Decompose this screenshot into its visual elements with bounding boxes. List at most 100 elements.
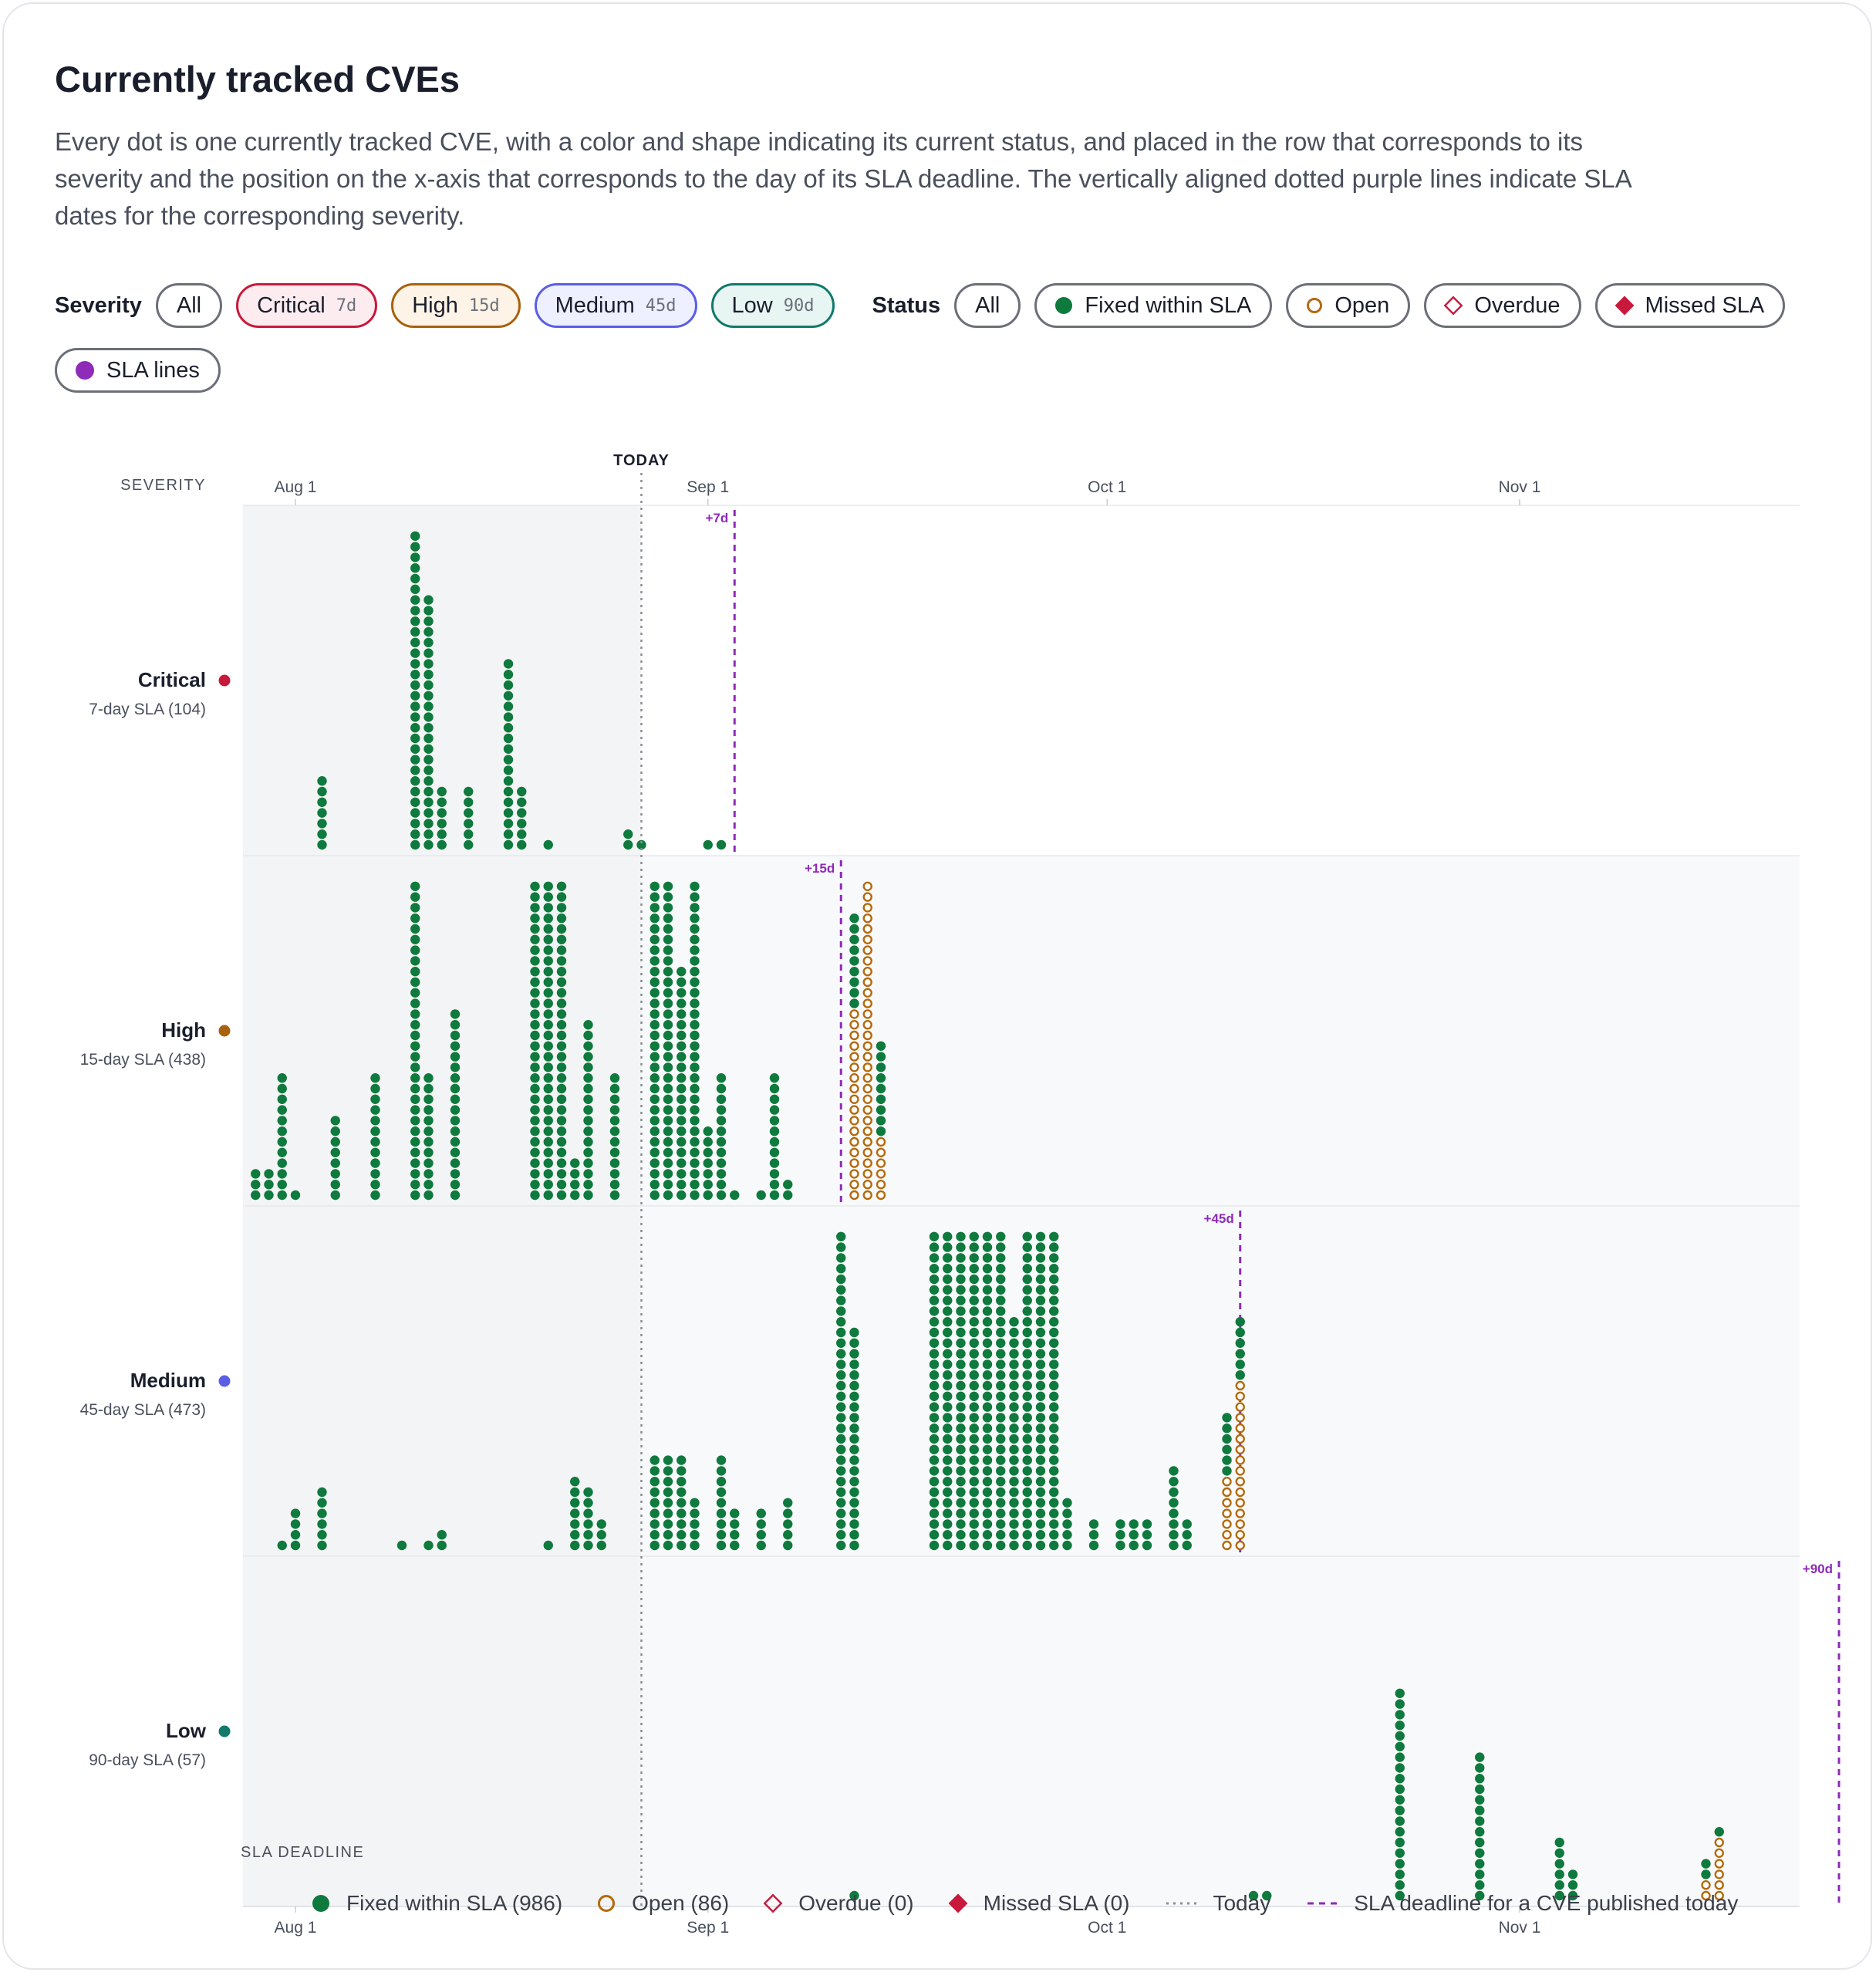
fixed-cve-dot: [982, 1498, 993, 1508]
open-cve-dot: [862, 1030, 872, 1041]
fixed-cve-dot: [1554, 1880, 1564, 1890]
fixed-cve-dot: [730, 1519, 740, 1529]
fixed-cve-dot: [437, 1540, 447, 1551]
sla-dot-icon: [76, 361, 94, 380]
fixed-cve-dot: [1567, 1890, 1578, 1901]
fixed-cve-dot: [410, 967, 420, 977]
fixed-cve-dot: [663, 998, 673, 1008]
fixed-cve-dot: [650, 1020, 660, 1030]
fixed-cve-dot: [583, 1052, 593, 1062]
fixed-cve-dot: [1235, 1317, 1245, 1327]
fixed-cve-dot: [1049, 1540, 1059, 1551]
fixed-cve-dot: [1009, 1434, 1019, 1444]
fixed-cve-dot: [1062, 1540, 1072, 1551]
fixed-cve-dot: [1049, 1498, 1059, 1508]
fixed-cve-dot: [956, 1370, 966, 1380]
fixed-cve-dot: [876, 1062, 886, 1072]
fixed-cve-dot: [849, 1519, 859, 1529]
open-cve-dot: [849, 1062, 859, 1072]
fixed-cve-dot: [410, 1169, 420, 1179]
status-overdue-pill[interactable]: Overdue: [1424, 283, 1581, 328]
fixed-cve-dot: [410, 637, 420, 647]
fixed-cve-dot: [1049, 1508, 1059, 1518]
fixed-cve-dot: [543, 1180, 553, 1190]
tick-label-top: Nov 1: [1499, 478, 1541, 496]
fixed-cve-dot: [1182, 1540, 1192, 1551]
fixed-cve-dot: [370, 1126, 380, 1136]
fixed-cve-dot: [1115, 1519, 1125, 1529]
fixed-cve-dot: [716, 1083, 727, 1094]
status-all-pill[interactable]: All: [954, 283, 1021, 328]
fixed-cve-dot: [1129, 1530, 1139, 1540]
fixed-cve-dot: [996, 1466, 1006, 1476]
fixed-cve-dot: [410, 733, 420, 744]
fixed-cve-dot: [929, 1402, 940, 1412]
fixed-cve-dot: [556, 1180, 567, 1190]
fixed-cve-dot: [530, 1147, 540, 1157]
fixed-cve-dot: [410, 903, 420, 913]
severity-critical-pill[interactable]: Critical 7d: [236, 283, 378, 328]
fixed-cve-dot: [1049, 1317, 1059, 1327]
row-sublabel: 90-day SLA (57): [89, 1751, 206, 1769]
fixed-cve-dot: [969, 1380, 979, 1391]
fixed-cve-dot: [410, 881, 420, 891]
status-open-pill[interactable]: Open: [1286, 283, 1411, 328]
fixed-cve-dot: [982, 1466, 993, 1476]
fixed-cve-dot: [290, 1530, 301, 1540]
fixed-cve-dot: [982, 1242, 993, 1252]
fixed-cve-dot: [423, 765, 434, 775]
status-fixed-label: Fixed within SLA: [1085, 292, 1252, 318]
open-cve-dot: [862, 1052, 872, 1062]
fixed-cve-dot: [410, 1062, 420, 1072]
fixed-cve-dot: [503, 712, 514, 722]
open-cve-dot: [849, 1158, 859, 1168]
fixed-cve-dot: [982, 1508, 993, 1518]
fixed-cve-dot: [876, 1041, 886, 1051]
fixed-cve-dot: [370, 1116, 380, 1126]
status-missed-pill[interactable]: Missed SLA: [1594, 283, 1786, 328]
fixed-cve-dot: [543, 1083, 553, 1094]
fixed-cve-dot: [663, 1466, 673, 1476]
fixed-cve-dot: [1475, 1848, 1485, 1858]
severity-high-pill[interactable]: High 15d: [391, 283, 521, 328]
fixed-cve-dot: [543, 1020, 553, 1030]
fixed-cve-dot: [956, 1359, 966, 1369]
sla-lines-label: SLA lines: [106, 357, 200, 383]
fixed-cve-dot: [1035, 1359, 1046, 1369]
severity-medium-pill[interactable]: Medium 45d: [534, 283, 697, 328]
fixed-cve-dot: [317, 1540, 327, 1551]
fixed-cve-dot: [849, 956, 859, 966]
fixed-cve-dot: [929, 1487, 940, 1498]
fixed-cve-dot: [410, 1083, 420, 1094]
fixed-cve-dot: [650, 1519, 660, 1529]
fixed-cve-dot: [330, 1136, 340, 1147]
status-fixed-pill[interactable]: Fixed within SLA: [1034, 283, 1273, 328]
fixed-cve-dot: [969, 1285, 979, 1295]
fixed-cve-dot: [410, 531, 420, 541]
fixed-cve-dot: [969, 1327, 979, 1338]
fixed-cve-dot: [716, 1136, 727, 1147]
fixed-cve-dot: [1395, 1837, 1405, 1848]
fixed-cve-dot: [849, 934, 859, 944]
fixed-cve-dot: [982, 1264, 993, 1274]
fixed-cve-dot: [450, 1136, 461, 1147]
fixed-cve-dot: [703, 1147, 713, 1157]
fixed-cve-dot: [663, 1169, 673, 1179]
fixed-cve-dot: [396, 1540, 407, 1551]
fixed-cve-dot: [929, 1466, 940, 1476]
severity-all-pill[interactable]: All: [155, 283, 223, 328]
tick-label-bottom: Sep 1: [687, 1919, 729, 1937]
fixed-cve-dot: [849, 1359, 859, 1369]
fixed-cve-dot: [677, 1530, 687, 1540]
fixed-cve-dot: [1395, 1869, 1405, 1879]
tick-label-bottom: Aug 1: [275, 1919, 317, 1937]
fixed-cve-dot: [849, 1508, 859, 1518]
fixed-cve-dot: [690, 1105, 700, 1115]
fixed-cve-dot: [1049, 1359, 1059, 1369]
severity-low-pill[interactable]: Low 90d: [710, 283, 835, 328]
fixed-cve-dot: [943, 1530, 953, 1540]
sla-lines-toggle[interactable]: SLA lines: [55, 348, 221, 393]
fixed-cve-dot: [317, 829, 327, 839]
fixed-cve-dot: [1395, 1731, 1405, 1741]
fixed-cve-dot: [836, 1317, 846, 1327]
